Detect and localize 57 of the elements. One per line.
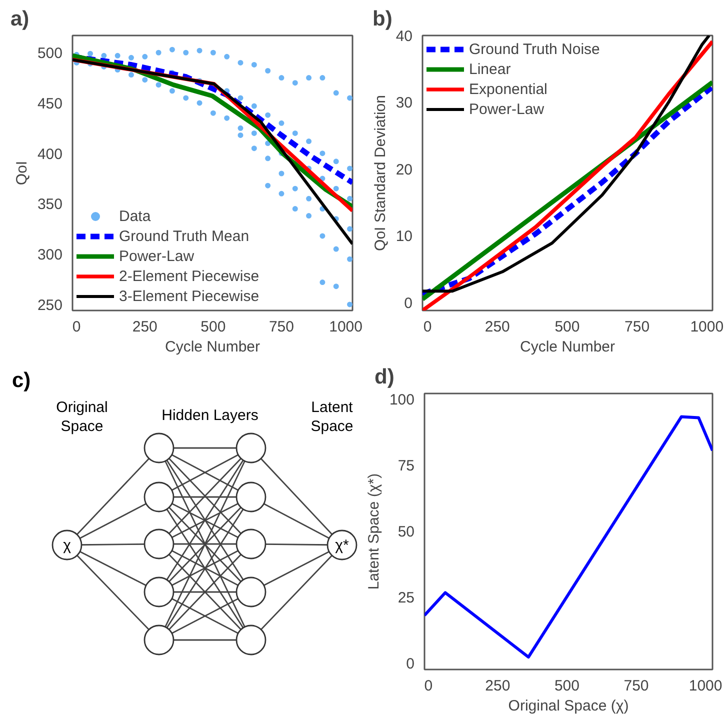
- text: Hidden Layers: [162, 407, 258, 424]
- y-tick-label: 20: [396, 161, 413, 178]
- x-axis-title: Cycle Number: [164, 338, 260, 356]
- legend-label: Ground Truth Noise: [469, 40, 600, 58]
- y-tick-label: 300: [37, 246, 63, 264]
- text: χ: [63, 537, 72, 554]
- text: χ*: [335, 537, 350, 554]
- y-tick-label: 40: [396, 28, 413, 45]
- text: Latent Space: [310, 399, 354, 435]
- x-tick-label: 250: [485, 678, 510, 694]
- x-tick-label: 1000: [690, 318, 724, 336]
- legend-label: Ground Truth Mean: [119, 228, 250, 244]
- x-tick-label: 500: [554, 678, 580, 694]
- x-tick-label: 1000: [329, 318, 363, 336]
- y-tick-label: 75: [398, 457, 415, 474]
- y-tick-label: 100: [389, 391, 415, 408]
- line-series: [72, 58, 352, 246]
- chart-title: b): [372, 8, 392, 30]
- y-tick-label: 0: [404, 294, 412, 312]
- legend-label: Exponential: [469, 80, 548, 98]
- y-tick-label: 30: [396, 94, 413, 112]
- legend-label: 3-Element Piecewise: [119, 288, 260, 304]
- x-tick-label: 0: [424, 678, 433, 694]
- y-tick-label: 500: [37, 45, 63, 62]
- y-tick-label: 10: [396, 228, 413, 246]
- legend-label: Power-Law: [119, 248, 194, 264]
- x-axis-title: Original Space (χ): [508, 698, 629, 714]
- x-tick-label: 500: [554, 318, 580, 336]
- x-tick-label: 750: [624, 318, 650, 336]
- x-axis-title: Cycle Number: [520, 338, 616, 356]
- text: Original Space: [56, 399, 108, 435]
- text: c): [12, 369, 31, 392]
- y-axis-title: Latent Space (χ*): [365, 473, 382, 590]
- x-tick-label: 750: [268, 318, 294, 336]
- y-tick-label: 50: [398, 523, 415, 540]
- y-tick-label: 350: [37, 196, 63, 214]
- legend-label: Data: [119, 208, 151, 224]
- y-axis-title: QoI Standard Deviation: [372, 95, 389, 251]
- x-tick-label: 0: [423, 318, 432, 336]
- y-tick-label: 450: [37, 95, 63, 112]
- legend-label: Power-Law: [469, 100, 544, 118]
- y-tick-label: 250: [37, 296, 63, 314]
- x-tick-label: 500: [200, 318, 226, 336]
- legend-label: 2-Element Piecewise: [119, 268, 260, 284]
- x-tick-label: 750: [624, 678, 649, 694]
- x-tick-label: 250: [132, 318, 158, 336]
- y-tick-label: 0: [406, 655, 414, 672]
- y-tick-label: 25: [398, 589, 415, 606]
- x-tick-label: 0: [72, 318, 81, 336]
- x-tick-label: 1000: [688, 678, 722, 694]
- y-axis-title: QoI: [13, 160, 30, 186]
- chart-title: a): [10, 8, 30, 30]
- line-series: [424, 415, 712, 659]
- y-tick-label: 400: [37, 146, 63, 163]
- legend-label: Linear: [469, 60, 511, 78]
- chart-title: d): [374, 366, 394, 388]
- x-tick-label: 250: [484, 318, 510, 336]
